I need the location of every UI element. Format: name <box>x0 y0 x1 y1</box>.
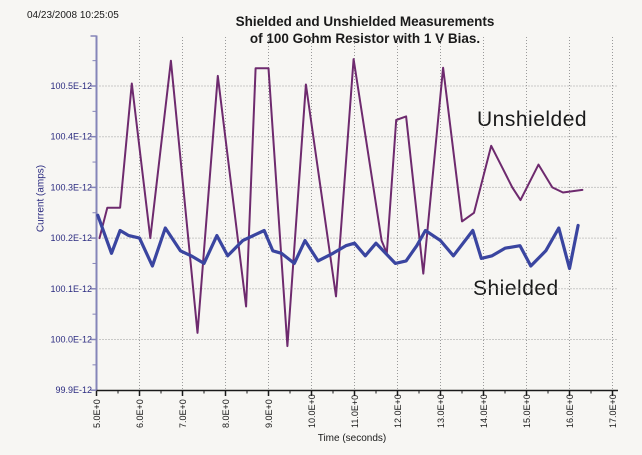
y-tick-label: 100.1E-12 <box>50 284 92 294</box>
y-tick-label: 100.2E-12 <box>50 233 92 243</box>
x-tick-label: 16.0E+0 <box>565 394 575 428</box>
data-series <box>96 58 584 348</box>
y-tick-label: 99.9E-12 <box>55 385 92 395</box>
tick-marks <box>90 35 614 396</box>
x-tick-label: 14.0E+0 <box>479 394 489 428</box>
x-tick-label: 5.0E+0 <box>92 399 102 428</box>
x-tick-label: 15.0E+0 <box>522 394 532 428</box>
x-tick-label: 10.0E+0 <box>307 394 317 428</box>
chart-title: Shielded and Unshielded Measurements of … <box>110 13 620 47</box>
x-tick-label: 6.0E+0 <box>135 399 145 428</box>
x-tick-label: 17.0E+0 <box>608 394 618 428</box>
gridlines <box>96 37 618 390</box>
series-shielded-line <box>96 213 580 271</box>
tick-labels: 5.0E+0 6.0E+0 7.0E+0 8.0E+0 9.0E+0 10.0E+0 11.… <box>50 81 618 428</box>
timestamp: 04/23/2008 10:25:05 <box>27 10 119 21</box>
x-tick-label: 9.0E+0 <box>264 399 274 428</box>
annotation-shielded-label: Shielded <box>473 277 559 300</box>
annotation-unshielded-label: Unshielded <box>477 108 588 131</box>
x-tick-label: 13.0E+0 <box>436 394 446 428</box>
x-tick-label: 8.0E+0 <box>221 399 231 428</box>
chart-title-line1: Shielded and Unshielded Measurements <box>235 14 495 29</box>
x-tick-label: 7.0E+0 <box>178 399 188 428</box>
y-tick-label: 100.4E-12 <box>50 132 92 142</box>
x-axis-title: Time (seconds) <box>317 433 387 444</box>
y-tick-label: 100.5E-12 <box>50 81 92 91</box>
y-tick-label: 100.3E-12 <box>50 182 92 192</box>
chart-title-line2: of 100 Gohm Resistor with 1 V Bias. <box>249 31 481 46</box>
y-tick-label: 100.0E-12 <box>50 335 92 345</box>
x-tick-label: 12.0E+0 <box>393 394 403 428</box>
x-tick-label: 11.0E+0 <box>350 395 360 428</box>
series-unshielded-line <box>98 58 584 348</box>
